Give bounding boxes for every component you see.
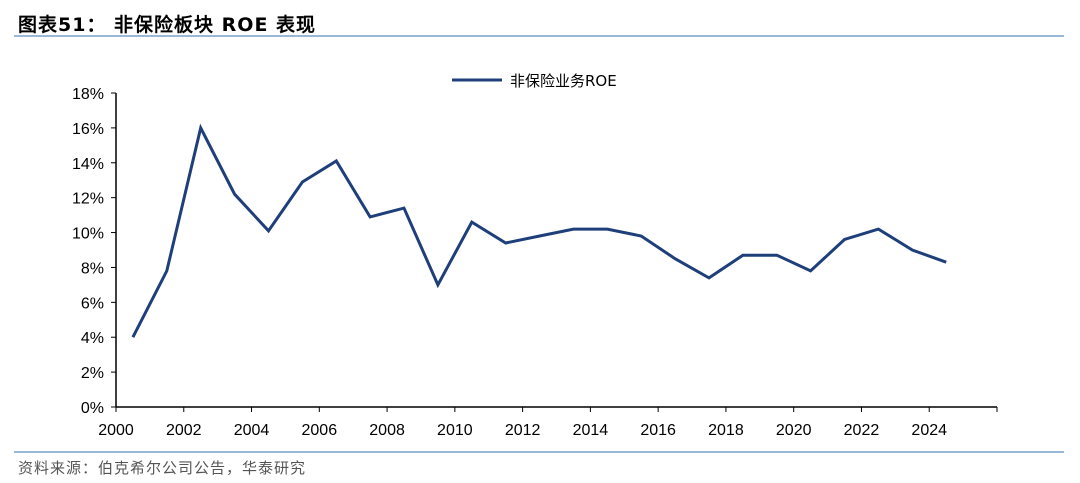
y-tick-label: 18% [72,86,104,103]
x-tick-label: 2010 [437,422,473,439]
figure-title: 图表51： 非保险板块 ROE 表现 [18,14,317,36]
x-tick-label: 2024 [911,422,947,439]
y-tick-label: 8% [81,260,104,277]
roe-line-chart: 非保险业务ROE 0%2%4%6%8%10%12%14%16%18% 2000 2… [72,72,998,439]
x-tick-label: 2020 [776,422,812,439]
x-tick-label: 2006 [302,422,338,439]
x-axis: 2000 2002 2004 2006 2008 2010 2012 2014 2016 2018… [98,406,998,439]
y-tick-label: 6% [81,295,104,312]
figure-header: 图表51： 非保险板块 ROE 表现 [18,6,1062,36]
x-tick-label: 2018 [708,422,744,439]
y-axis: 0% 2% 4% 6% 8% 10% 12% 14% 16% 18% [72,86,117,417]
bottom-divider [14,451,1064,453]
plot-area [131,123,947,338]
y-tick-label: 10% [72,226,104,243]
series-line [131,123,947,338]
chart-legend: 非保险业务ROE [452,72,617,90]
y-tick-label: 2% [81,365,104,382]
y-tick-label: 0% [81,400,104,417]
x-tick-label: 2022 [844,422,880,439]
x-tick-label: 2016 [640,422,676,439]
y-tick-label: 12% [72,191,104,208]
source-note: 资料来源：伯克希尔公司公告，华泰研究 [18,459,307,477]
legend-label: 非保险业务ROE [510,72,617,90]
x-tick-label: 2014 [573,422,609,439]
y-tick-label: 14% [72,156,104,173]
x-tick-label: 2000 [98,422,134,439]
y-tick-label: 4% [81,330,104,347]
x-tick-label: 2004 [234,422,270,439]
x-tick-label: 2008 [369,422,405,439]
top-divider [14,35,1064,37]
x-tick-label: 2002 [166,422,202,439]
x-tick-label: 2012 [505,422,541,439]
y-tick-label: 16% [72,121,104,138]
